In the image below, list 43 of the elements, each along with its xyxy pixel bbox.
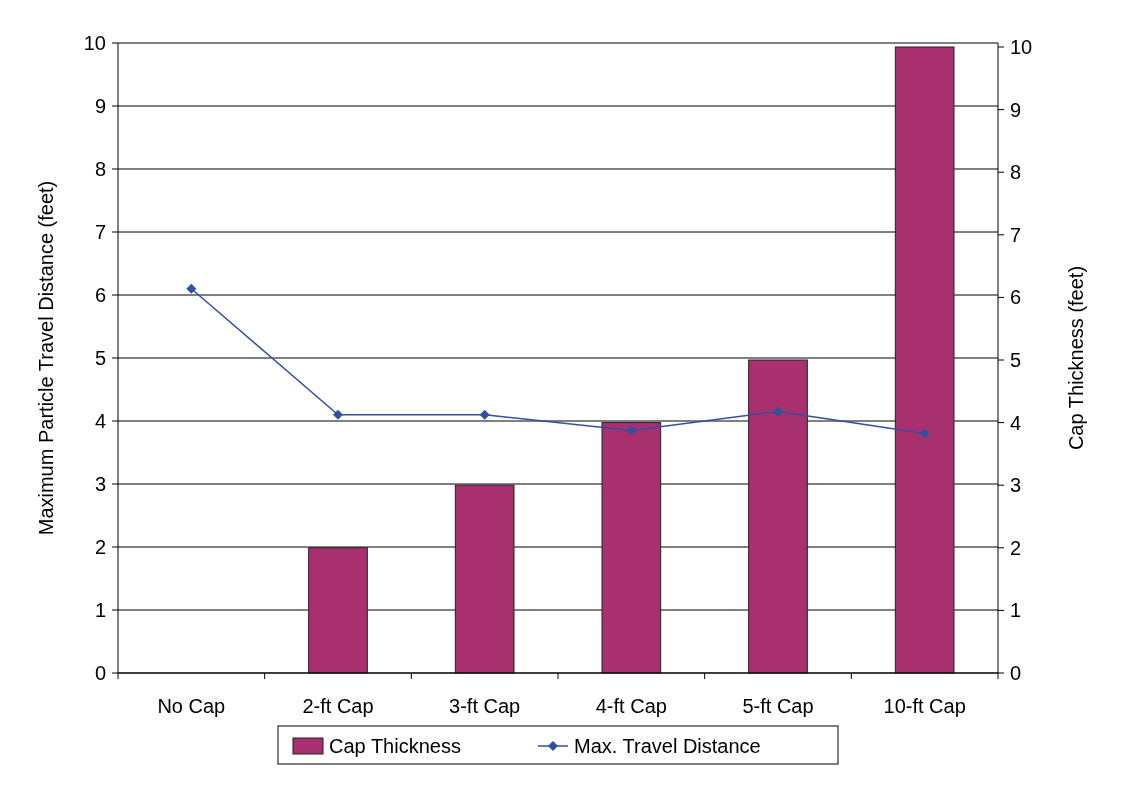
bar — [748, 359, 808, 674]
y2-tick-label: 9 — [1010, 98, 1022, 121]
point — [186, 283, 197, 294]
y-tick-label: 1 — [94, 599, 106, 621]
y2-tick-label: 1 — [1010, 599, 1022, 622]
point — [773, 406, 783, 417]
y-tick-label: 2 — [94, 536, 106, 558]
bar — [454, 484, 515, 674]
x-tick-label: 5-ft Cap — [742, 695, 814, 717]
y-tick-label: 4 — [94, 410, 106, 432]
y-tick-label: 7 — [94, 221, 106, 243]
legend-label: Max. Travel Distance — [574, 735, 761, 757]
y2-tick-label: 3 — [1010, 474, 1022, 497]
x-tick-label: 4-ft Cap — [595, 695, 667, 717]
y2-tick-label: 10 — [1010, 36, 1033, 58]
y2-tick-label: 6 — [1010, 286, 1022, 309]
x-tick-label: 10-ft Cap — [883, 695, 966, 717]
y2-axis-title: Cap Thickness (feet) — [1065, 265, 1087, 451]
point — [333, 409, 343, 420]
bar — [601, 422, 662, 674]
y2-tick-label: 2 — [1010, 536, 1022, 559]
y2-tick-label: 7 — [1010, 223, 1022, 246]
x-tick-label: 2-ft Cap — [302, 695, 374, 717]
y2-tick-label: 5 — [1010, 349, 1022, 371]
point — [479, 409, 490, 420]
y-tick-label: 3 — [94, 473, 106, 495]
y-tick-label: 10 — [83, 32, 106, 54]
y-tick-label: 9 — [94, 95, 106, 117]
y-tick-label: 6 — [94, 284, 106, 306]
y-axis-title: Maximum Particle Travel Distance (feet) — [35, 180, 57, 536]
y2-tick-label: 0 — [1010, 662, 1022, 684]
bar — [894, 46, 955, 674]
x-tick-label: No Cap — [157, 695, 226, 717]
y-tick-label: 0 — [94, 662, 106, 684]
y-tick-label: 8 — [94, 158, 106, 180]
x-tick-label: 3-ft Cap — [449, 695, 521, 717]
point — [919, 428, 930, 439]
legend-label: Cap Thickness — [329, 735, 461, 757]
y2-tick-label: 8 — [1010, 161, 1022, 184]
point — [626, 425, 637, 436]
bar — [308, 547, 368, 674]
y-tick-label: 5 — [94, 347, 106, 369]
y2-tick-label: 4 — [1010, 411, 1022, 434]
